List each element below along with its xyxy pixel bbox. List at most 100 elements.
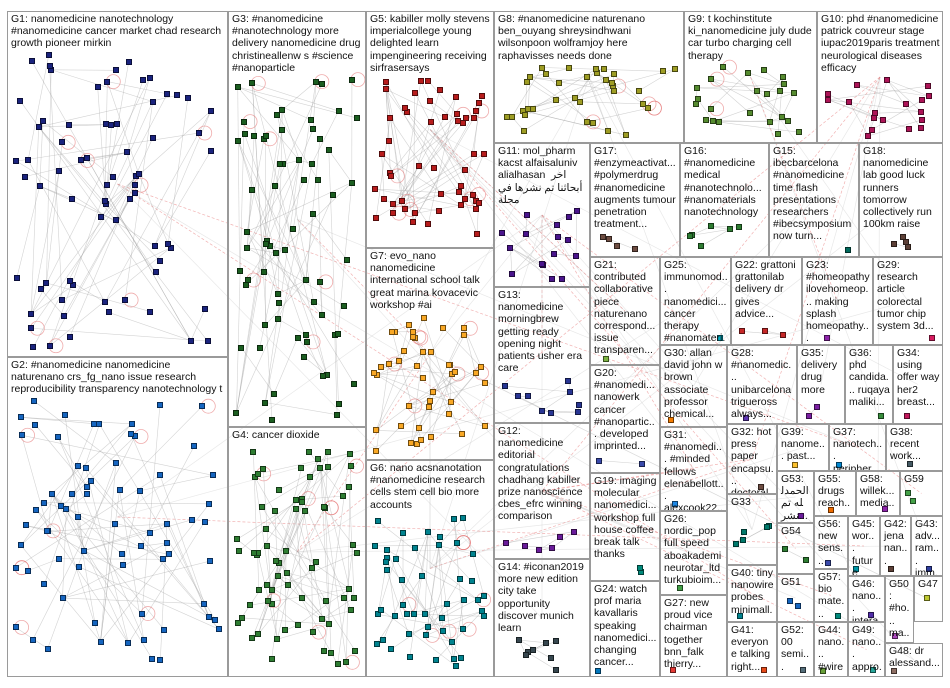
edge	[524, 90, 615, 116]
node	[383, 546, 390, 553]
edge	[241, 347, 275, 394]
node	[556, 79, 563, 86]
edge	[49, 184, 108, 346]
edge	[261, 506, 356, 652]
edge	[266, 240, 279, 295]
edge	[263, 179, 305, 272]
node	[401, 348, 408, 355]
edge	[868, 119, 923, 137]
node	[249, 80, 256, 87]
node	[835, 612, 842, 619]
edge	[385, 89, 459, 192]
edge	[393, 203, 440, 212]
node	[504, 114, 511, 121]
edge	[36, 509, 143, 614]
node	[44, 645, 51, 652]
group-box-g23: G23: #homeopathy ilovehomeop... making s…	[802, 257, 873, 345]
edge	[265, 529, 350, 589]
node	[271, 390, 277, 397]
node	[307, 116, 314, 123]
group-box-g18: G18: nanomedicine lab good luck runners …	[859, 143, 943, 257]
node	[439, 324, 446, 331]
node	[146, 74, 153, 81]
edge	[246, 231, 323, 316]
edge	[128, 521, 205, 644]
edge	[277, 109, 283, 294]
node	[292, 505, 299, 512]
group-label-g27: G27: new proud vice chairman together bn…	[664, 597, 716, 671]
group-label-g1: G1: nanomedicine nanotechnology #nanomed…	[11, 13, 225, 50]
edge	[375, 118, 391, 218]
edge	[31, 61, 192, 341]
edge	[81, 160, 156, 273]
node	[383, 566, 390, 573]
node	[522, 231, 529, 238]
group-box-g16: G16: #nanomedicine medical #nanotechnolo…	[680, 143, 769, 257]
node	[164, 520, 171, 527]
node	[112, 217, 119, 224]
edge	[108, 312, 192, 341]
node	[460, 626, 467, 633]
node	[415, 425, 422, 432]
edge	[247, 160, 300, 248]
group-label-g32: G32: hot press paper encapsu... doctoral…	[731, 426, 774, 494]
edge	[385, 89, 390, 142]
group-box-g52: G52: 00 semi...	[777, 622, 814, 677]
node	[410, 218, 417, 225]
edge	[39, 121, 44, 187]
node	[900, 233, 907, 240]
node	[24, 567, 31, 574]
node	[549, 544, 556, 551]
node	[340, 303, 347, 310]
group-box-g59: G59	[900, 471, 943, 516]
node	[600, 66, 607, 73]
edge	[438, 545, 474, 555]
node	[204, 338, 211, 345]
node	[334, 330, 341, 337]
edge	[85, 467, 129, 644]
node	[184, 94, 191, 101]
node	[268, 655, 275, 662]
node	[282, 246, 289, 253]
edge	[438, 545, 472, 582]
inter-group-edge	[693, 76, 881, 387]
edge	[140, 542, 168, 547]
node	[276, 300, 283, 307]
node	[234, 620, 241, 627]
node	[853, 82, 860, 89]
edge	[267, 584, 330, 625]
edge	[160, 523, 168, 660]
node	[313, 558, 320, 565]
edge	[376, 153, 485, 218]
edge	[427, 80, 458, 115]
node	[565, 377, 572, 384]
group-box-g42: G42: jena nan...	[880, 516, 911, 576]
node	[46, 63, 53, 70]
group-box-g8: G8: #nanomedicine naturenano ben_ouyang …	[494, 11, 684, 143]
node	[905, 490, 912, 497]
edge	[83, 519, 193, 551]
group-label-g51: G51	[781, 576, 801, 588]
node	[881, 506, 888, 513]
node	[401, 105, 408, 112]
group-box-g25: G25: immunomod... nanomedici... cancer t…	[660, 257, 731, 345]
group-box-g35: G35: delivery drug more	[797, 345, 845, 424]
edge	[320, 467, 350, 589]
inter-group-edge	[296, 218, 431, 355]
edge	[385, 88, 445, 118]
node	[101, 299, 108, 306]
node	[378, 151, 385, 158]
node	[400, 529, 406, 536]
group-box-g17: G17: #enzymeactivat... #polymerdrug #nan…	[590, 143, 680, 257]
node	[687, 232, 694, 239]
edge	[438, 518, 464, 546]
edge	[401, 114, 458, 202]
edge	[277, 114, 319, 181]
node	[375, 518, 382, 525]
node	[416, 163, 423, 170]
node	[906, 125, 913, 132]
edge	[254, 477, 278, 640]
edge	[236, 121, 245, 413]
inter-group-edge	[117, 214, 543, 518]
